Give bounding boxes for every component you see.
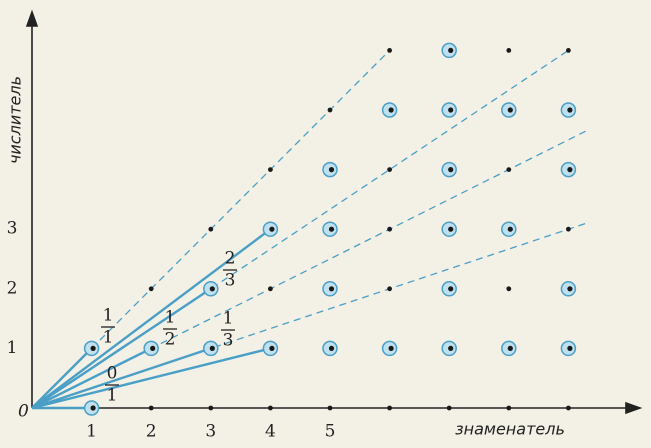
point-dot (387, 226, 392, 232)
point-dot (507, 226, 513, 232)
solid-ray (31, 347, 152, 410)
y-arrow (25, 9, 39, 27)
point-dot (506, 48, 512, 53)
point-dot (327, 107, 333, 113)
fraction-numerator: 1 (103, 306, 114, 326)
point-dot (566, 226, 571, 232)
point-dot (148, 286, 154, 292)
x-arrow (625, 401, 643, 415)
point-dot (327, 405, 333, 411)
x-tick-label: 3 (205, 422, 216, 442)
point-dot (208, 405, 214, 411)
point-dot (388, 345, 394, 351)
origin-label: 0 (18, 402, 29, 422)
point-dot (448, 345, 454, 351)
lattice-points (83, 42, 577, 416)
point-dot (269, 345, 275, 351)
point-dot (209, 286, 215, 292)
y-tick-label: 1 (7, 338, 18, 358)
point-dot (506, 405, 512, 411)
point-dot (387, 405, 392, 411)
y-axis-label: числитель (6, 76, 25, 164)
point-dot (90, 345, 96, 351)
point-dot (448, 47, 454, 54)
point-dot (328, 226, 335, 232)
point-dot (387, 286, 392, 292)
axes (25, 9, 643, 415)
fraction-denominator: 3 (225, 271, 236, 291)
point-dot (507, 107, 513, 113)
point-dot (507, 345, 513, 351)
point-dot (148, 405, 154, 411)
point-dot (448, 167, 454, 173)
solid-ray (31, 347, 93, 409)
point-dot (388, 107, 394, 113)
x-axis-label: знаменатель (455, 420, 565, 439)
point-dot (268, 405, 273, 411)
point-dot (328, 345, 335, 351)
fraction-denominator: 3 (223, 331, 234, 351)
point-dot (567, 167, 573, 173)
point-dot (208, 226, 214, 232)
solid-ray (31, 287, 212, 409)
point-dot (566, 48, 571, 53)
point-dot (387, 167, 392, 173)
point-dot (268, 167, 273, 173)
point-dot (150, 345, 156, 351)
x-tick-label: 4 (265, 422, 276, 442)
point-dot (328, 286, 335, 292)
point-dot (269, 226, 275, 232)
fraction-denominator: 1 (103, 328, 114, 348)
fraction-numerator: 1 (223, 309, 234, 329)
point-dot (448, 286, 454, 292)
point-dot (446, 405, 452, 411)
point-dot (90, 405, 96, 411)
point-dot (506, 167, 512, 173)
point-dot (567, 286, 573, 292)
point-dot (448, 107, 454, 113)
y-tick-label: 2 (7, 278, 18, 298)
point-dot (567, 107, 573, 113)
point-dot (567, 345, 573, 351)
solid-ray (31, 347, 212, 410)
point-dot (209, 345, 215, 351)
point-dot (387, 48, 392, 53)
x-tick-label: 5 (325, 422, 336, 442)
point-dot (448, 226, 454, 232)
point-dot (506, 286, 512, 292)
point-dot (268, 286, 273, 292)
x-tick-label: 2 (146, 422, 157, 442)
x-tick-label: 1 (86, 422, 97, 442)
fraction-denominator: 1 (107, 386, 118, 406)
y-tick-label: 3 (7, 219, 18, 239)
fraction-numerator: 0 (107, 364, 118, 384)
fraction-numerator: 1 (165, 308, 176, 328)
fraction-denominator: 2 (165, 330, 176, 350)
solid-ray (31, 347, 271, 410)
fraction-numerator: 2 (225, 249, 236, 269)
point-dot (328, 167, 335, 173)
solid-ray (31, 228, 272, 409)
point-dot (566, 405, 571, 411)
dashed-ray (31, 130, 587, 409)
